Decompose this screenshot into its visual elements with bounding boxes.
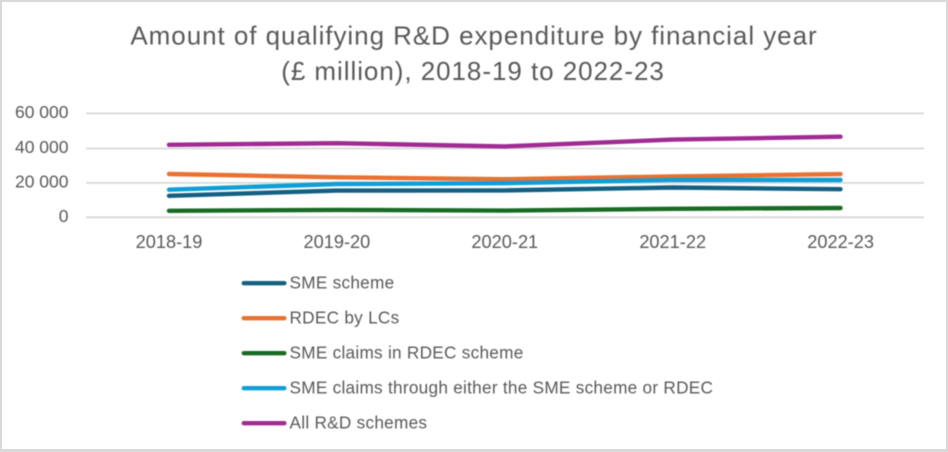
svg-text:2019-20: 2019-20 xyxy=(304,232,371,252)
svg-text:SME claims through either the: SME claims through either the SME scheme… xyxy=(290,377,714,397)
svg-text:2018-19: 2018-19 xyxy=(136,232,203,252)
svg-text:(£ million), 2018-19 to 2022-2: (£ million), 2018-19 to 2022-23 xyxy=(281,56,665,86)
svg-text:Amount of qualifying R&D expen: Amount of qualifying R&D expenditure by … xyxy=(130,20,817,50)
svg-text:20 000: 20 000 xyxy=(15,171,69,191)
svg-text:SME claims in RDEC scheme: SME claims in RDEC scheme xyxy=(290,342,524,362)
svg-text:60 000: 60 000 xyxy=(15,102,69,122)
svg-text:2021-22: 2021-22 xyxy=(639,232,706,252)
svg-text:RDEC by LCs: RDEC by LCs xyxy=(290,307,400,327)
svg-text:All R&D schemes: All R&D schemes xyxy=(290,412,428,432)
svg-text:SME scheme: SME scheme xyxy=(290,272,395,292)
svg-text:2022-23: 2022-23 xyxy=(807,232,874,252)
svg-text:40 000: 40 000 xyxy=(15,137,69,157)
svg-text:2020-21: 2020-21 xyxy=(471,232,538,252)
svg-text:0: 0 xyxy=(59,206,69,226)
